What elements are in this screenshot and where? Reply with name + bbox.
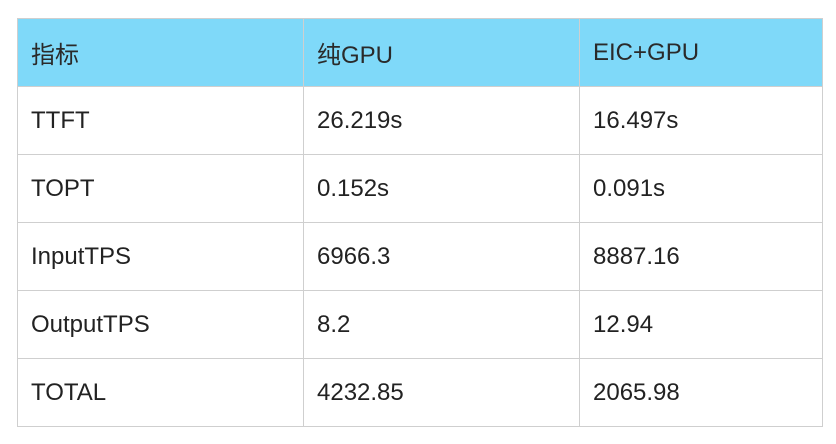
metric-name-cell: TTFT bbox=[17, 86, 304, 155]
metric-name-cell: OutputTPS bbox=[17, 290, 304, 359]
eic-gpu-value-cell: 2065.98 bbox=[579, 358, 823, 427]
metric-name-cell: TOTAL bbox=[17, 358, 304, 427]
metric-name-cell: TOPT bbox=[17, 154, 304, 223]
gpu-only-value-cell: 26.219s bbox=[303, 86, 580, 155]
table-row: OutputTPS 8.2 12.94 bbox=[17, 290, 823, 359]
table-row: InputTPS 6966.3 8887.16 bbox=[17, 222, 823, 291]
table-header-row: 指标 纯GPU EIC+GPU bbox=[17, 18, 823, 87]
gpu-only-value-cell: 4232.85 bbox=[303, 358, 580, 427]
table-row: TOTAL 4232.85 2065.98 bbox=[17, 358, 823, 427]
column-header-gpu-only: 纯GPU bbox=[303, 18, 580, 87]
metrics-comparison-table: 指标 纯GPU EIC+GPU TTFT 26.219s 16.497s TOP… bbox=[17, 18, 823, 427]
column-header-eic-gpu: EIC+GPU bbox=[579, 18, 823, 87]
eic-gpu-value-cell: 0.091s bbox=[579, 154, 823, 223]
eic-gpu-value-cell: 12.94 bbox=[579, 290, 823, 359]
gpu-only-value-cell: 8.2 bbox=[303, 290, 580, 359]
table-row: TOPT 0.152s 0.091s bbox=[17, 154, 823, 223]
gpu-only-value-cell: 6966.3 bbox=[303, 222, 580, 291]
table-row: TTFT 26.219s 16.497s bbox=[17, 86, 823, 155]
column-header-metric: 指标 bbox=[17, 18, 304, 87]
metrics-table-container: 指标 纯GPU EIC+GPU TTFT 26.219s 16.497s TOP… bbox=[17, 18, 823, 427]
gpu-only-value-cell: 0.152s bbox=[303, 154, 580, 223]
eic-gpu-value-cell: 8887.16 bbox=[579, 222, 823, 291]
eic-gpu-value-cell: 16.497s bbox=[579, 86, 823, 155]
metric-name-cell: InputTPS bbox=[17, 222, 304, 291]
